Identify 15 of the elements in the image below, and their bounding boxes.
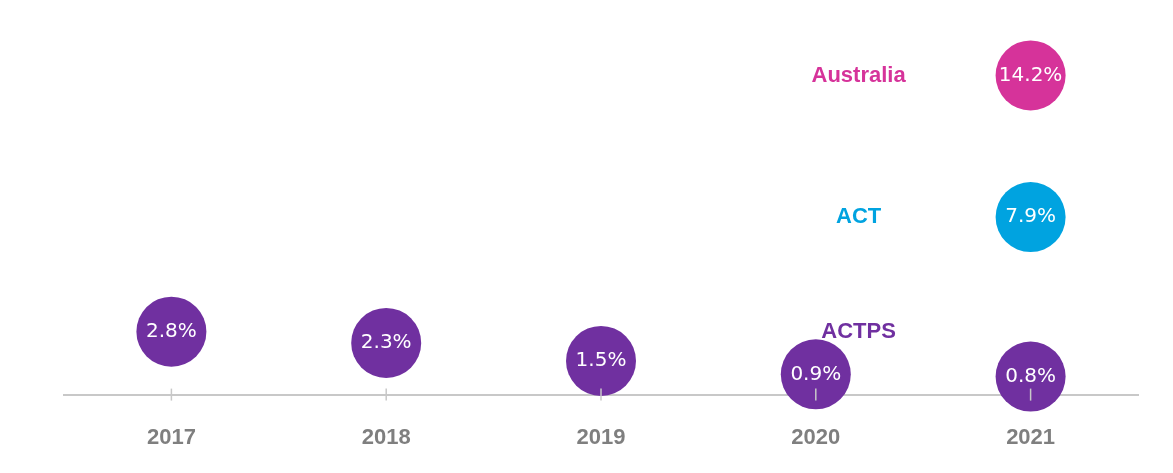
data-label: 1.5% (575, 347, 627, 372)
x-tick-label: 2021 (1006, 423, 1056, 449)
series-label: ACTPS (821, 317, 896, 343)
x-tick-label: 2020 (791, 423, 841, 449)
data-label: 2.3% (360, 329, 412, 354)
data-label: 0.9% (790, 360, 842, 385)
data-label: 7.9% (1005, 203, 1057, 228)
data-label: 14.2% (998, 61, 1063, 86)
text: ACT (835, 203, 882, 229)
x-tick-label: 2018 (361, 423, 411, 449)
data-label: 2.8% (145, 317, 197, 342)
x-tick-label: 2019 (576, 423, 626, 449)
x-tick-label: 2017 (146, 423, 196, 449)
text: Australia (811, 61, 907, 87)
data-label: 0.8% (1005, 362, 1057, 387)
